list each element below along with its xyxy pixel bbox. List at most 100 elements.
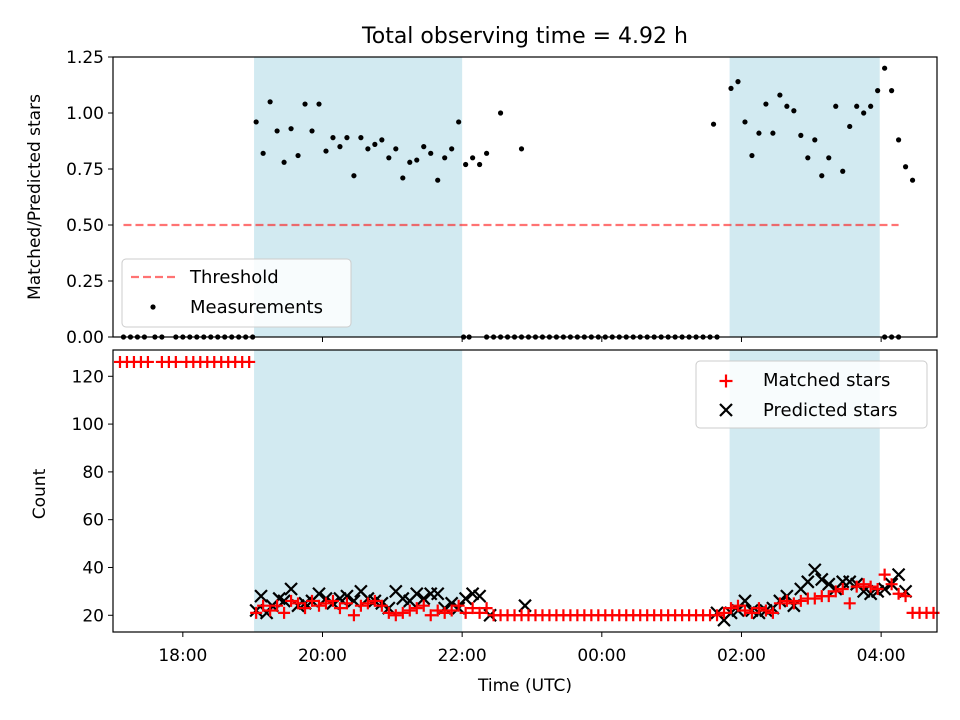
- matched-point: [836, 582, 849, 595]
- y-tick-label: 0.25: [66, 272, 104, 292]
- bottom-legend: Matched stars Predicted stars: [695, 360, 928, 429]
- measurement-point: [470, 155, 476, 161]
- matched-point: [347, 609, 360, 622]
- matched-point: [299, 602, 312, 615]
- matched-point: [459, 606, 472, 619]
- matched-point: [243, 355, 256, 368]
- bottom-plot-frame: [112, 349, 938, 633]
- measurement-point: [421, 144, 427, 150]
- matched-point: [745, 606, 758, 619]
- matched-point: [389, 609, 402, 622]
- matched-point: [445, 604, 458, 617]
- y-tick-label: 0.75: [66, 160, 104, 180]
- measurement-point: [749, 152, 755, 159]
- predicted-point: [815, 572, 829, 587]
- chart-title: Total observing time = 4.92 h: [361, 24, 688, 49]
- measurement-point: [805, 155, 811, 161]
- measurement-point: [253, 119, 259, 125]
- x-tick-label: 04:00: [857, 646, 906, 666]
- matched-point: [285, 594, 298, 607]
- measurement-point: [882, 65, 888, 71]
- matched-point: [424, 609, 437, 622]
- matched-point: [361, 597, 374, 610]
- matched-point: [892, 587, 905, 600]
- matched-point: [340, 597, 353, 610]
- top-panel: 0.00 0.25 0.50 0.75 1.00 1.25 Matched/Predict…: [25, 48, 938, 348]
- matched-point: [333, 602, 346, 615]
- matched-point: [738, 604, 751, 617]
- measurement-point: [316, 101, 322, 107]
- matched-point: [899, 590, 912, 603]
- predicted-legend-label: Predicted stars: [763, 400, 897, 421]
- measurement-point: [728, 85, 734, 91]
- y-tick-label: 20: [82, 606, 104, 626]
- matched-point: [403, 604, 416, 617]
- predicted-point: [254, 589, 268, 603]
- matched-point: [731, 599, 744, 612]
- measurement-point: [288, 126, 294, 132]
- predicted-point: [409, 586, 424, 601]
- measurement-point: [428, 150, 434, 156]
- measurement-point: [777, 92, 783, 98]
- measurement-point: [302, 101, 308, 107]
- measurement-point: [351, 173, 357, 179]
- top-y-axis-label: Matched/Predicted stars: [25, 94, 45, 300]
- matched-point: [822, 590, 835, 603]
- matched-legend-label: Matched stars: [763, 370, 890, 391]
- matched-point: [313, 599, 325, 612]
- predicted-point: [340, 589, 354, 603]
- x-tick-label: 18:00: [158, 646, 207, 666]
- predicted-point: [891, 567, 906, 582]
- y-tick-label: 1.25: [66, 48, 104, 68]
- measurement-point: [812, 137, 818, 143]
- bottom-panel: 20 40 60 80 100 120 18:00 20:00 22:00 00:00 02:00…: [30, 349, 940, 696]
- measurement-point: [875, 88, 881, 94]
- matched-point: [752, 602, 765, 615]
- matched-point: [480, 602, 493, 615]
- predicted-point: [821, 577, 836, 591]
- bottom-xticks: 18:00 20:00 22:00 00:00 02:00 04:00: [158, 632, 906, 666]
- x-tick-label: 20:00: [298, 646, 347, 666]
- y-tick-label: 120: [72, 367, 104, 387]
- measurement-point: [784, 103, 790, 109]
- matched-point: [927, 606, 940, 619]
- matched-point: [843, 597, 856, 610]
- predicted-point: [416, 591, 431, 606]
- measurement-point: [770, 130, 776, 136]
- measurement-point: [840, 168, 846, 174]
- top-plot-frame: [112, 56, 938, 338]
- y-tick-label: 60: [82, 511, 104, 531]
- bottom-legend-box: [695, 360, 928, 429]
- y-tick-label: 80: [82, 463, 104, 483]
- matched-point: [864, 580, 877, 593]
- matched-point: [466, 602, 479, 615]
- matched-point: [878, 568, 891, 581]
- matched-point: [794, 594, 807, 607]
- measurement-point: [742, 119, 748, 125]
- measurement-point: [344, 135, 350, 141]
- matched-point: [292, 597, 305, 610]
- measurement-point: [756, 130, 762, 136]
- matched-point: [829, 585, 842, 598]
- y-tick-label: 1.00: [66, 104, 104, 124]
- matched-point: [278, 606, 291, 619]
- measurement-point: [414, 157, 420, 163]
- measurement-point: [791, 108, 797, 114]
- measurement-point: [826, 155, 832, 161]
- y-tick-label: 0.00: [66, 328, 104, 348]
- measurement-point: [267, 99, 273, 105]
- measurement-point: [854, 103, 860, 109]
- x-tick-label: 02:00: [717, 646, 766, 666]
- predicted-point: [458, 591, 473, 606]
- predicted-point: [801, 575, 815, 589]
- measurement-point: [379, 137, 385, 143]
- matched-point: [787, 597, 800, 610]
- x-tick-label: 22:00: [438, 646, 487, 666]
- predicted-point: [808, 563, 822, 577]
- matched-point: [438, 606, 451, 619]
- measurement-point: [260, 150, 266, 156]
- measurement-point: [902, 164, 909, 170]
- x-axis-label: Time (UTC): [477, 676, 572, 696]
- measurement-point: [393, 146, 399, 152]
- bottom-points: [113, 355, 940, 627]
